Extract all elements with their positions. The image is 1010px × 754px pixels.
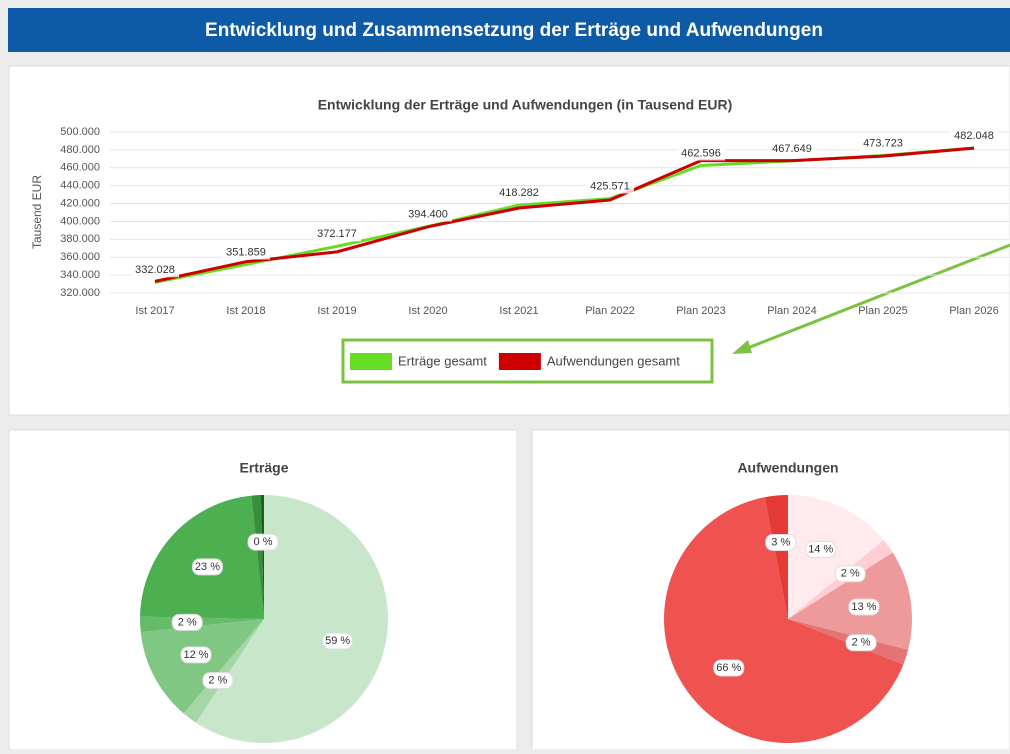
data-label: 462.596	[681, 147, 721, 159]
label-bg	[713, 659, 745, 677]
chart-title: Erträge	[239, 460, 288, 476]
line	[154, 146, 975, 283]
label-bg	[495, 186, 543, 201]
label-bg	[950, 129, 998, 144]
pie-slice	[251, 495, 264, 619]
x-tick-label: Plan 2025	[858, 305, 908, 317]
pie-slice	[260, 495, 264, 619]
data-label: 66 %	[716, 662, 741, 674]
data-label: 13 %	[851, 601, 876, 613]
arrow-head	[732, 340, 752, 354]
label-bg	[834, 565, 866, 583]
pie-slice	[183, 619, 264, 723]
y-tick-label: 360.000	[60, 251, 100, 263]
y-tick-label: 460.000	[60, 162, 100, 174]
data-label: 372.177	[317, 228, 357, 240]
label-bg	[765, 533, 797, 551]
y-axis-label: Tausend EUR	[30, 175, 44, 249]
x-tick-label: Plan 2022	[585, 305, 635, 317]
chart-title: Aufwendungen	[737, 460, 838, 476]
y-tick-label: 380.000	[60, 233, 100, 245]
label-bg	[404, 207, 452, 222]
y-tick-label: 320.000	[60, 287, 100, 299]
data-label: 23 %	[195, 561, 220, 573]
header-bar	[8, 8, 1010, 52]
y-tick-label: 440.000	[60, 180, 100, 192]
label-bg	[322, 632, 354, 650]
x-tick-label: Ist 2017	[135, 305, 174, 317]
data-label: 482.048	[954, 130, 994, 142]
pie-slice	[764, 495, 788, 619]
data-label: 0 %	[254, 536, 273, 548]
legend-swatch	[350, 353, 392, 370]
label-bg	[805, 540, 837, 558]
x-tick-label: Plan 2023	[676, 305, 726, 317]
header-title: Entwicklung und Zusammensetzung der Ertr…	[205, 20, 823, 41]
y-tick-label: 500.000	[60, 126, 100, 138]
data-label: 332.028	[135, 264, 175, 276]
data-label: 12 %	[183, 649, 208, 661]
data-label: 3 %	[771, 536, 790, 548]
x-tick-label: Ist 2019	[317, 305, 356, 317]
data-label: 418.282	[499, 187, 539, 199]
x-tick-label: Plan 2024	[767, 305, 817, 317]
label-bg	[171, 613, 203, 631]
x-tick-label: Ist 2018	[226, 305, 265, 317]
data-label: 2 %	[178, 616, 197, 628]
pie-slice	[196, 495, 388, 743]
pie-slice	[140, 619, 264, 714]
y-tick-label: 480.000	[60, 144, 100, 156]
legend-label: Aufwendungen gesamt	[547, 353, 680, 368]
label-bg	[180, 646, 212, 664]
pie-slice	[140, 495, 264, 619]
label-bg	[222, 245, 270, 260]
label-bg	[845, 634, 877, 652]
label-bg	[202, 672, 234, 690]
data-label: 425.571	[590, 180, 630, 192]
label-bg	[768, 141, 816, 156]
label-bg	[848, 598, 880, 616]
pie-slice	[664, 497, 904, 743]
label-bg	[586, 179, 634, 194]
arrow	[739, 243, 1010, 353]
legend-swatch	[498, 353, 541, 370]
chart-title: Entwicklung der Erträge und Aufwendungen…	[318, 97, 733, 113]
y-tick-label: 400.000	[60, 215, 100, 227]
x-tick-label: Ist 2020	[408, 305, 447, 317]
label-bg	[859, 136, 907, 151]
pie-slice	[788, 495, 884, 619]
data-label: 2 %	[208, 674, 227, 686]
data-label: 2 %	[841, 568, 860, 580]
data-label: 351.859	[226, 246, 266, 258]
label-bg	[191, 558, 223, 576]
highlight-box	[341, 338, 714, 384]
legend-label: Erträge gesamt	[398, 353, 487, 368]
label-bg	[131, 263, 179, 278]
y-tick-label: 340.000	[60, 269, 100, 281]
label-bg	[677, 146, 725, 161]
data-label: 2 %	[852, 637, 871, 649]
data-label: 473.723	[863, 137, 903, 149]
x-tick-label: Ist 2021	[499, 305, 538, 317]
data-label: 14 %	[808, 543, 833, 555]
label-bg	[247, 533, 279, 551]
label-bg	[313, 227, 361, 242]
data-label: 59 %	[325, 635, 350, 647]
x-tick-label: Plan 2026	[949, 305, 999, 317]
pie-slice	[788, 552, 912, 650]
y-tick-label: 420.000	[60, 197, 100, 209]
data-label: 394.400	[408, 208, 448, 220]
data-label: 467.649	[772, 143, 812, 155]
